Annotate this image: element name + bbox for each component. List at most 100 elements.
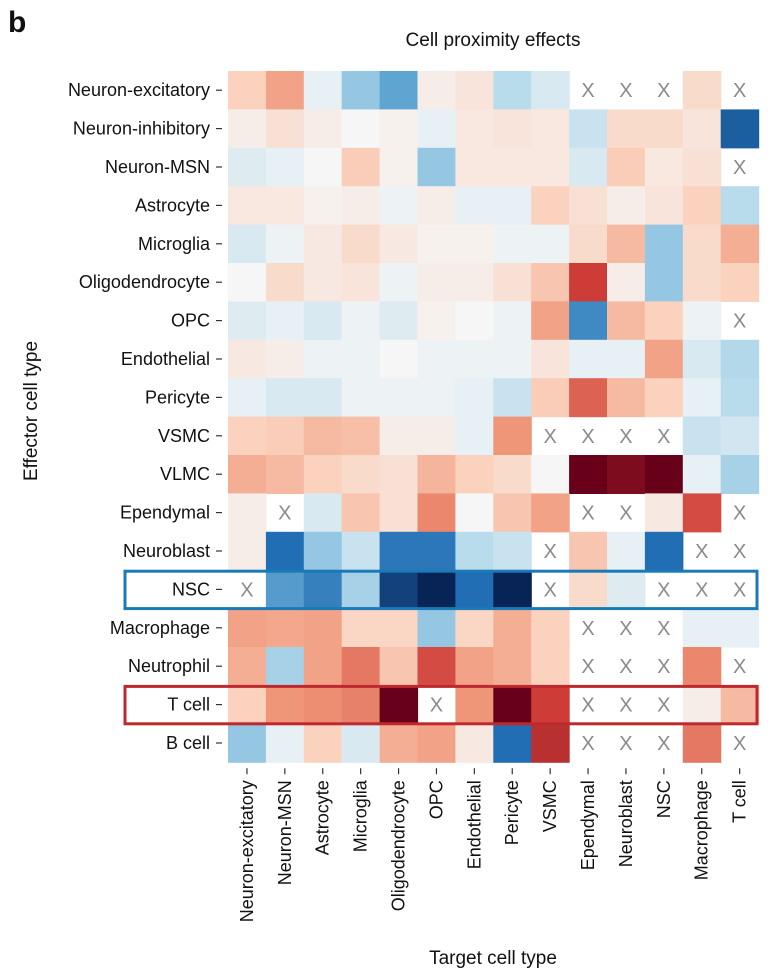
heatmap-cell bbox=[455, 263, 494, 302]
heatmap-cell bbox=[341, 109, 381, 149]
heatmap-cell bbox=[720, 455, 760, 494]
missing-cell-marker: X bbox=[733, 80, 746, 102]
heatmap-cell bbox=[644, 186, 684, 226]
heatmap-cell bbox=[303, 186, 343, 226]
heatmap-cell bbox=[531, 378, 570, 418]
heatmap-cell bbox=[720, 339, 760, 379]
heatmap-cell bbox=[303, 224, 343, 264]
heatmap-cell bbox=[379, 301, 419, 341]
missing-cell-marker: X bbox=[657, 656, 670, 678]
heatmap-cell bbox=[607, 378, 646, 418]
heatmap-cell bbox=[341, 71, 381, 110]
heatmap-cell bbox=[682, 263, 722, 302]
heatmap-cell bbox=[265, 263, 305, 302]
heatmap-cell bbox=[265, 531, 305, 571]
heatmap-cell bbox=[644, 263, 684, 302]
heatmap-cell bbox=[379, 608, 419, 648]
missing-cell-marker: X bbox=[581, 80, 594, 102]
missing-cell-marker: X bbox=[657, 579, 670, 601]
heatmap-cell bbox=[379, 263, 419, 302]
heatmap-cell bbox=[682, 647, 722, 686]
heatmap-cell bbox=[455, 301, 494, 341]
heatmap-cell bbox=[455, 109, 494, 149]
heatmap-cell bbox=[341, 147, 381, 187]
y-tick-label: T cell bbox=[167, 695, 210, 715]
heatmap-cell bbox=[531, 647, 570, 686]
heatmap-cell bbox=[493, 378, 532, 418]
heatmap-cell bbox=[417, 531, 456, 571]
missing-cell-marker: X bbox=[733, 503, 746, 525]
heatmap-cell bbox=[720, 608, 760, 648]
heatmap-cell bbox=[569, 301, 608, 341]
heatmap-cell bbox=[644, 109, 684, 149]
heatmap-cell bbox=[455, 339, 494, 379]
heatmap-cell bbox=[303, 378, 343, 418]
heatmap-cell bbox=[379, 224, 419, 264]
missing-cell-marker: X bbox=[619, 656, 632, 678]
heatmap-cell bbox=[531, 109, 570, 149]
heatmap-cell bbox=[379, 186, 419, 226]
heatmap-cell bbox=[379, 723, 419, 763]
heatmap-cell bbox=[682, 109, 722, 149]
missing-cell-marker: X bbox=[581, 426, 594, 448]
heatmap-cell bbox=[341, 455, 381, 494]
heatmap-cell bbox=[682, 301, 722, 341]
missing-cell-marker: X bbox=[619, 426, 632, 448]
heatmap-cell bbox=[341, 608, 381, 648]
heatmap-cell bbox=[644, 378, 684, 418]
heatmap-cell bbox=[417, 263, 456, 302]
heatmap-cell bbox=[644, 301, 684, 341]
heatmap-cell bbox=[417, 147, 456, 187]
missing-cell-marker: X bbox=[543, 541, 556, 563]
x-tick-label: Ependymal bbox=[578, 780, 598, 870]
missing-cell-marker: X bbox=[619, 503, 632, 525]
row-highlight-box bbox=[123, 569, 759, 611]
heatmap-cell bbox=[569, 109, 608, 149]
heatmap-cell bbox=[303, 493, 343, 533]
y-tick-label: B cell bbox=[166, 733, 210, 753]
heatmap-cell bbox=[607, 531, 646, 571]
heatmap-cell bbox=[417, 301, 456, 341]
heatmap-cell bbox=[417, 723, 456, 763]
heatmap-cell bbox=[417, 647, 456, 686]
heatmap-cell bbox=[493, 723, 532, 763]
heatmap-cell bbox=[569, 186, 608, 226]
missing-cell-marker: X bbox=[695, 579, 708, 601]
missing-cell-marker: X bbox=[581, 695, 594, 717]
heatmap-cell bbox=[531, 224, 570, 264]
heatmap-cell bbox=[493, 685, 532, 725]
heatmap-cell bbox=[682, 416, 722, 456]
heatmap-cell bbox=[493, 493, 532, 533]
heatmap-cell bbox=[228, 147, 267, 187]
y-tick-label: Neuron-excitatory bbox=[68, 80, 210, 100]
heatmap-cell bbox=[417, 109, 456, 149]
heatmap-cell bbox=[493, 71, 532, 110]
heatmap-cell bbox=[531, 608, 570, 648]
x-tick-label: NSC bbox=[654, 780, 674, 818]
heatmap-cell bbox=[341, 416, 381, 456]
heatmap-cell bbox=[265, 685, 305, 725]
heatmap-cell bbox=[417, 416, 456, 456]
heatmap-cell bbox=[720, 186, 760, 226]
heatmap-cell bbox=[455, 224, 494, 264]
heatmap-cell bbox=[682, 685, 722, 725]
heatmap-cell bbox=[303, 109, 343, 149]
y-tick-label: Neuroblast bbox=[123, 541, 210, 561]
missing-cell-marker: X bbox=[619, 618, 632, 640]
heatmap-cell bbox=[569, 455, 608, 494]
heatmap-cell bbox=[265, 186, 305, 226]
missing-cell-marker: X bbox=[657, 733, 670, 755]
heatmap-cell bbox=[341, 723, 381, 763]
missing-cell-marker: X bbox=[619, 733, 632, 755]
heatmap-cell bbox=[265, 647, 305, 686]
heatmap-cell bbox=[720, 224, 760, 264]
x-tick-label: Endothelial bbox=[464, 780, 484, 869]
heatmap-cell bbox=[682, 339, 722, 379]
chart-title: Cell proximity effects bbox=[405, 30, 581, 51]
y-tick-label: Oligodendrocyte bbox=[79, 272, 210, 292]
heatmap-cell bbox=[341, 378, 381, 418]
missing-cell-marker: X bbox=[581, 503, 594, 525]
y-tick-label: Neutrophil bbox=[128, 656, 210, 676]
heatmap-cell bbox=[531, 685, 570, 725]
